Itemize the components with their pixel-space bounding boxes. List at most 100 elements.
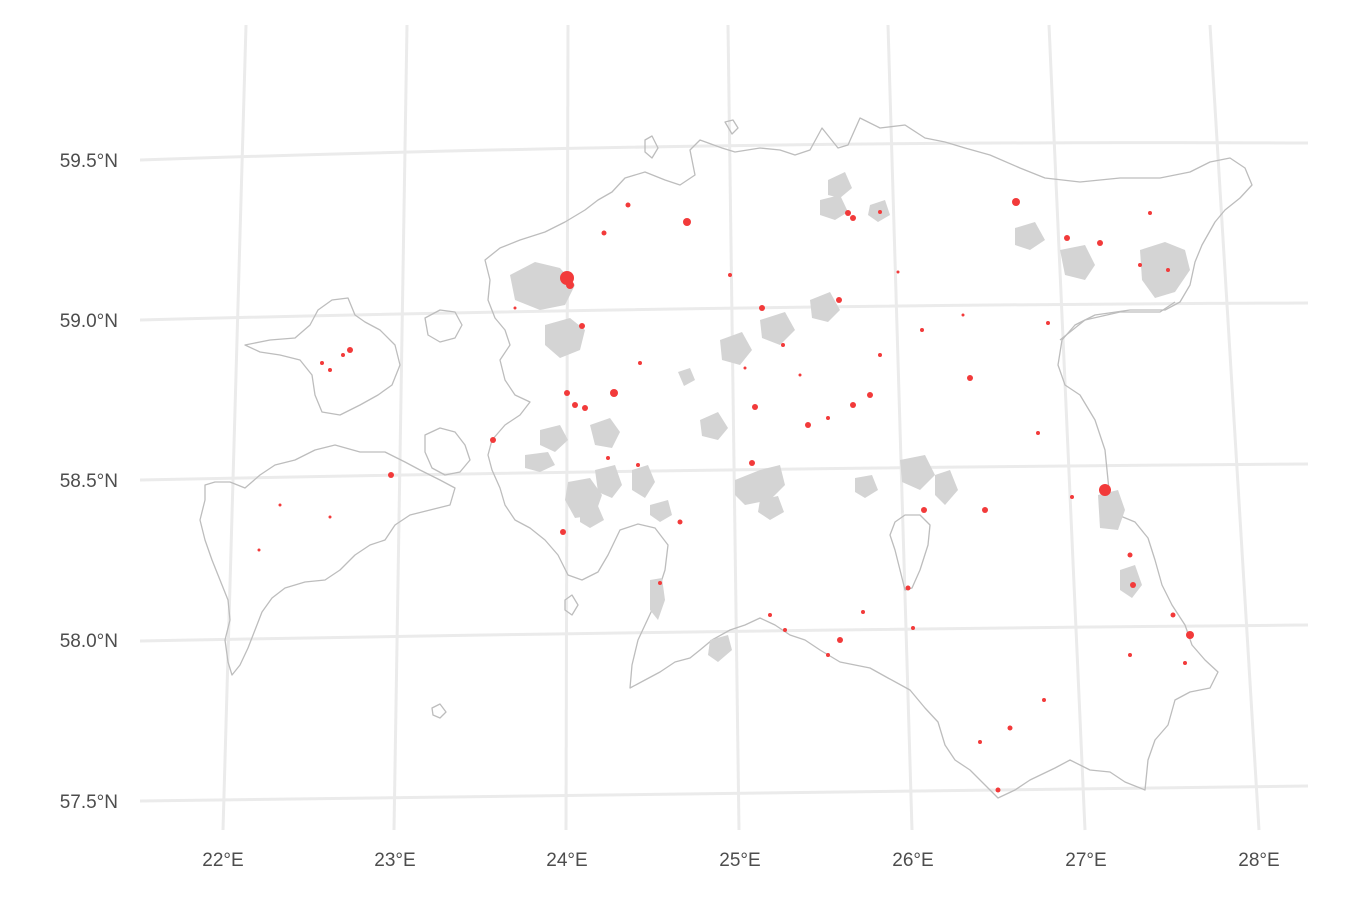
y-tick-label: 59.5°N [60, 151, 118, 172]
site-marker [328, 368, 332, 372]
site-marker [1148, 211, 1152, 215]
graticule [139, 24, 1309, 831]
ruhnu-outline [431, 703, 447, 719]
site-marker [861, 610, 865, 614]
site-marker [638, 361, 642, 365]
graticule-lon-25 [726, 24, 741, 831]
x-tick-label: 22°E [202, 850, 243, 871]
bog-area [1015, 222, 1045, 250]
saaremaa-outline [199, 444, 456, 676]
site-marker [560, 529, 566, 535]
x-tick-label: 26°E [892, 850, 933, 871]
bog-area [758, 496, 784, 520]
site-marker [582, 405, 588, 411]
bog-area [1120, 565, 1142, 598]
site-marker [967, 375, 973, 381]
graticule-lon-28 [1208, 24, 1261, 831]
site-marker [982, 507, 988, 513]
site-marker [388, 472, 394, 478]
y-tick-label: 58.0°N [60, 631, 118, 652]
site-marker [341, 353, 345, 357]
bog-area [735, 465, 785, 505]
peipus-shore-outline [1059, 301, 1176, 341]
site-marker [878, 210, 882, 214]
site-marker [572, 402, 578, 408]
site-marker [749, 460, 755, 466]
site-marker [836, 297, 842, 303]
bog-area [595, 465, 622, 498]
site-marker [601, 230, 607, 236]
bog-area [828, 172, 852, 198]
bog-area [590, 418, 620, 448]
bog-area [708, 635, 732, 662]
y-axis: 59.5°N 59.0°N 58.5°N 58.0°N 57.5°N [60, 151, 118, 813]
site-marker [978, 740, 982, 744]
site-marker [513, 306, 517, 310]
kihnu-outline [564, 594, 579, 616]
site-marker [1186, 631, 1194, 639]
graticule-lat-59-5 [139, 141, 1309, 162]
bog-area [540, 425, 568, 452]
site-marker [798, 373, 802, 377]
bog-area [935, 470, 958, 505]
site-marker [1012, 198, 1020, 206]
bog-area [810, 292, 840, 322]
site-marker [1128, 653, 1132, 657]
bog-area [720, 332, 752, 365]
site-marker [850, 215, 856, 221]
bog-area [580, 506, 604, 528]
site-marker [1183, 661, 1187, 665]
bog-area [525, 452, 555, 472]
graticule-lat-58-5 [139, 462, 1309, 482]
site-marker [837, 637, 843, 643]
site-marker [566, 281, 574, 289]
graticule-lon-26 [886, 24, 914, 831]
graticule-lon-24 [564, 24, 570, 831]
site-marker [905, 585, 911, 591]
mainland-outline [484, 117, 1253, 799]
muhu-outline [424, 427, 471, 476]
site-marker [920, 328, 924, 332]
site-marker [1046, 321, 1050, 325]
y-tick-label: 59.0°N [60, 311, 118, 332]
site-marker [1138, 263, 1142, 267]
bog-area [1098, 490, 1125, 530]
site-marker [845, 210, 851, 216]
site-marker [677, 519, 683, 525]
bog-area [760, 312, 795, 345]
site-marker [610, 389, 618, 397]
bog-area [1140, 242, 1190, 298]
bog-area [855, 475, 878, 498]
site-marker [579, 323, 585, 329]
site-marker [759, 305, 765, 311]
site-marker [1170, 612, 1176, 618]
site-marker [320, 361, 324, 365]
site-marker [878, 353, 882, 357]
x-tick-label: 25°E [719, 850, 760, 871]
site-marker [490, 437, 496, 443]
site-marker [781, 343, 785, 347]
site-marker [347, 347, 353, 353]
site-marker [768, 613, 772, 617]
site-marker [1064, 235, 1070, 241]
site-marker [783, 628, 787, 632]
site-marker [850, 402, 856, 408]
bog-area [1060, 245, 1095, 280]
site-marker [921, 507, 927, 513]
site-marker [1007, 725, 1013, 731]
site-marker [636, 463, 640, 467]
naissaar-outline [644, 135, 659, 159]
vortsjarv-outline [889, 514, 931, 591]
site-marker [826, 416, 830, 420]
site-marker [1042, 698, 1046, 702]
bog-area [820, 195, 848, 220]
land-outlines [199, 117, 1253, 799]
site-marker [683, 218, 691, 226]
graticule-lon-23 [392, 24, 409, 831]
graticule-lat-57-5 [139, 784, 1309, 803]
site-marker [728, 273, 732, 277]
site-marker [995, 787, 1001, 793]
site-marker [1097, 240, 1103, 246]
bog-area [510, 262, 575, 310]
